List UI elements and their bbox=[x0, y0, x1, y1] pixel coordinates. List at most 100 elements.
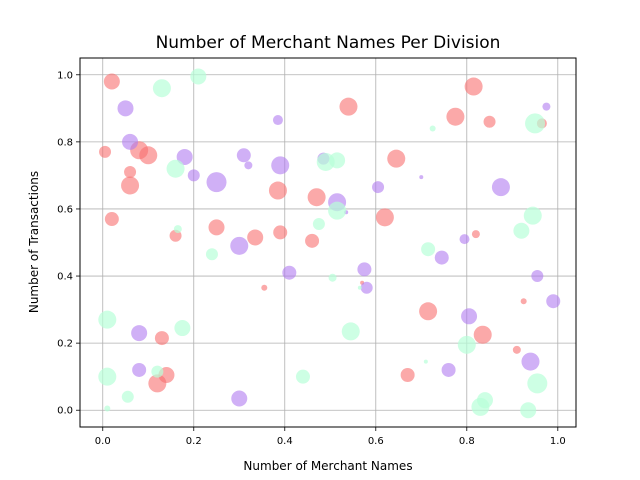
scatter-point-green bbox=[328, 273, 337, 282]
scatter-point-red bbox=[139, 146, 158, 165]
scatter-point-green bbox=[513, 222, 530, 239]
scatter-point-purple bbox=[272, 115, 283, 126]
scatter-point-red bbox=[339, 97, 358, 116]
x-axis-label: Number of Merchant Names bbox=[243, 459, 412, 473]
scatter-point-red bbox=[387, 149, 406, 168]
scatter-point-green bbox=[173, 225, 182, 234]
scatter-point-purple bbox=[206, 172, 227, 193]
scatter-point-purple bbox=[491, 178, 510, 197]
scatter-point-green bbox=[429, 125, 436, 132]
scatter-point-green bbox=[121, 390, 134, 403]
scatter-point-red bbox=[483, 115, 496, 128]
scatter-point-green bbox=[104, 405, 111, 412]
scatter-point-purple bbox=[461, 308, 478, 325]
scatter-point-green bbox=[457, 335, 476, 354]
scatter-point-purple bbox=[187, 169, 200, 182]
scatter-point-green bbox=[328, 201, 347, 220]
scatter-point-red bbox=[464, 77, 483, 96]
scatter-point-red bbox=[261, 284, 268, 291]
scatter-point-green bbox=[421, 242, 436, 257]
y-axis-label: Number of Transactions bbox=[27, 171, 41, 313]
scatter-point-green bbox=[152, 79, 171, 98]
x-tick-label: 1.0 bbox=[550, 436, 566, 447]
x-tick-label: 0.8 bbox=[459, 436, 475, 447]
scatter-point-purple bbox=[117, 100, 134, 117]
scatter-point-green bbox=[151, 365, 164, 378]
scatter-point-red bbox=[121, 176, 140, 195]
scatter-point-green bbox=[476, 392, 493, 409]
scatter-point-purple bbox=[360, 281, 373, 294]
x-tick-label: 0.0 bbox=[95, 436, 111, 447]
y-tick-label: 1.0 bbox=[57, 70, 73, 81]
scatter-point-red bbox=[124, 166, 137, 179]
scatter-point-purple bbox=[419, 175, 424, 180]
y-tick-label: 0.2 bbox=[57, 339, 73, 350]
data-points bbox=[98, 68, 561, 419]
scatter-point-green bbox=[523, 206, 542, 225]
scatter-point-green bbox=[520, 402, 537, 419]
scatter-point-red bbox=[473, 325, 492, 344]
scatter-point-green bbox=[341, 322, 360, 341]
scatter-point-green bbox=[205, 248, 218, 261]
scatter-point-red bbox=[103, 73, 120, 90]
x-tick-label: 0.4 bbox=[277, 436, 293, 447]
scatter-point-purple bbox=[176, 148, 193, 165]
scatter-point-purple bbox=[230, 236, 249, 255]
scatter-point-purple bbox=[521, 352, 540, 371]
scatter-point-red bbox=[307, 188, 326, 207]
scatter-point-green bbox=[166, 159, 185, 178]
scatter-point-red bbox=[471, 230, 480, 239]
scatter-point-purple bbox=[244, 161, 253, 170]
scatter-point-red bbox=[273, 225, 288, 240]
scatter-point-green bbox=[295, 369, 310, 384]
scatter-point-red bbox=[512, 345, 521, 354]
scatter-point-purple bbox=[372, 181, 385, 194]
scatter-point-purple bbox=[231, 390, 248, 407]
scatter-point-green bbox=[525, 113, 546, 134]
scatter-point-red bbox=[419, 302, 438, 321]
scatter-point-green bbox=[98, 310, 117, 329]
y-tick-label: 0.8 bbox=[57, 137, 73, 148]
scatter-point-green bbox=[174, 320, 191, 337]
scatter-point-red bbox=[375, 208, 394, 227]
scatter-point-red bbox=[208, 219, 225, 236]
y-axis-ticks: 0.0 0.2 0.4 0.6 0.8 1.0 bbox=[57, 70, 80, 417]
x-axis-ticks: 0.0 0.2 0.4 0.6 0.8 1.0 bbox=[95, 427, 566, 447]
scatter-point-purple bbox=[357, 262, 372, 277]
scatter-point-red bbox=[247, 229, 264, 246]
scatter-point-green bbox=[329, 152, 346, 169]
scatter-point-red bbox=[268, 181, 287, 200]
scatter-point-purple bbox=[271, 156, 290, 175]
scatter-point-green bbox=[527, 373, 548, 394]
scatter-point-purple bbox=[441, 362, 456, 377]
scatter-point-red bbox=[154, 331, 169, 346]
scatter-point-purple bbox=[546, 294, 561, 309]
scatter-point-purple bbox=[531, 270, 544, 283]
scatter-point-purple bbox=[434, 250, 449, 265]
scatter-point-purple bbox=[282, 265, 297, 280]
chart-title: Number of Merchant Names Per Division bbox=[156, 33, 501, 53]
y-tick-label: 0.6 bbox=[57, 204, 73, 215]
scatter-point-purple bbox=[131, 325, 148, 342]
plot-frame bbox=[79, 57, 577, 428]
x-tick-label: 0.6 bbox=[368, 436, 384, 447]
y-tick-label: 0.0 bbox=[57, 406, 73, 417]
x-tick-label: 0.2 bbox=[186, 436, 202, 447]
scatter-point-red bbox=[520, 298, 527, 305]
scatter-point-purple bbox=[236, 148, 251, 163]
scatter-point-purple bbox=[132, 362, 147, 377]
scatter-point-purple bbox=[459, 234, 470, 245]
y-tick-label: 0.4 bbox=[57, 272, 73, 283]
scatter-point-red bbox=[305, 233, 320, 248]
scatter-point-red bbox=[104, 212, 119, 227]
scatter-point-purple bbox=[542, 102, 551, 111]
scatter-point-green bbox=[98, 367, 117, 386]
scatter-point-purple bbox=[122, 133, 139, 150]
scatter-point-green bbox=[423, 359, 428, 364]
scatter-point-green bbox=[190, 68, 207, 85]
scatter-point-red bbox=[400, 368, 415, 383]
scatter-point-green bbox=[312, 218, 325, 231]
scatter-point-red bbox=[99, 145, 112, 158]
scatter-point-red bbox=[446, 107, 465, 126]
